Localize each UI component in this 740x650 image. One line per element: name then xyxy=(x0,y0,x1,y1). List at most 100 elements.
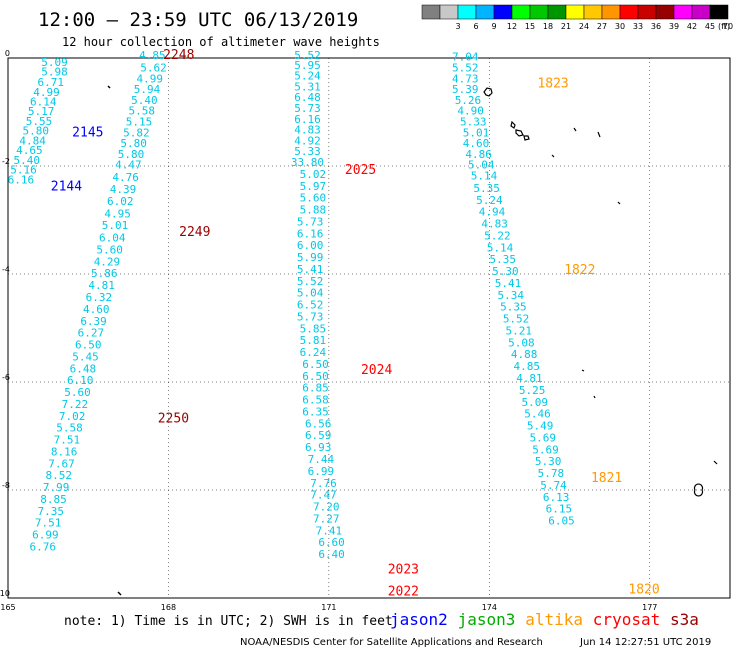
wave-height-value: 6.60 xyxy=(318,536,345,549)
colorbar-label: 24 xyxy=(579,22,589,31)
wave-height-value: 5.16 xyxy=(10,164,37,177)
wave-height-value: 5.39 xyxy=(452,83,479,96)
wave-height-value: 5.35 xyxy=(473,182,500,195)
wave-height-value: 7.51 xyxy=(35,517,62,530)
wave-height-value: 4.90 xyxy=(457,105,484,118)
gridlines xyxy=(7,57,730,599)
wave-height-value: 4.92 xyxy=(294,134,321,147)
colorbar-label: 39 xyxy=(669,22,679,31)
wave-height-value: 5.09 xyxy=(41,56,68,69)
wave-height-value: 4.86 xyxy=(465,148,492,161)
wave-height-value: 5.40 xyxy=(13,154,40,167)
wave-height-value: 5.73 xyxy=(297,310,324,323)
wave-height-value: 6.48 xyxy=(70,362,97,375)
x-tick-label: 165 xyxy=(0,603,15,612)
wave-height-value: 5.04 xyxy=(468,159,495,172)
wave-height-value: 6.52 xyxy=(297,299,324,312)
wave-height-value: 4.47 xyxy=(115,159,142,172)
wave-height-value: 6.39 xyxy=(80,315,107,328)
wave-height-value: 5.15 xyxy=(126,116,153,129)
wave-height-value: 5.88 xyxy=(300,204,327,217)
colorbar-swatch xyxy=(601,4,621,20)
wave-height-value: 5.74 xyxy=(540,479,567,492)
track-time-label: 1821 xyxy=(591,471,622,486)
y-tick-label: -10 xyxy=(0,589,10,598)
colorbar-label: 9 xyxy=(491,22,496,31)
wave-height-value: 5.46 xyxy=(524,408,551,421)
wave-height-value: 7.20 xyxy=(313,501,340,514)
timestamp-text: Jun 14 12:27:51 UTC 2019 xyxy=(579,637,711,648)
legend-entry: cryosat xyxy=(593,610,660,629)
colorbar-swatch xyxy=(439,4,459,20)
track-time-label: 1823 xyxy=(537,77,568,92)
wave-height-value: 4.39 xyxy=(110,183,137,196)
wave-height-value: 6.58 xyxy=(302,394,329,407)
satellite-legend: jason2 jason3 altika cryosat s3a xyxy=(390,610,699,629)
wave-height-value: 7.99 xyxy=(43,481,70,494)
wave-height-value: 5.40 xyxy=(131,94,158,107)
wave-height-value: 4.95 xyxy=(104,207,131,220)
credit-text: NOAA/NESDIS Center for Satellite Applica… xyxy=(240,637,543,648)
wave-height-value: 5.52 xyxy=(452,62,479,75)
wave-height-value: 4.81 xyxy=(516,372,543,385)
wave-height-value: 4.60 xyxy=(463,137,490,150)
wave-height-value: 5.58 xyxy=(56,422,83,435)
wave-height-value: 5.60 xyxy=(64,386,91,399)
colorbar-label: 33 xyxy=(633,22,643,31)
track-labels: 2145 2144 2248 2249 2250 2025 2024 2023 2022 1823… xyxy=(51,48,660,599)
wave-height-value: 5.02 xyxy=(300,168,327,181)
wave-height-value: 5.35 xyxy=(500,301,527,314)
wave-height-value: 5.45 xyxy=(72,350,99,363)
colorbar-label: 36 xyxy=(651,22,661,31)
wave-height-value: 6.04 xyxy=(99,232,126,245)
wave-height-value: 6.05 xyxy=(548,515,575,528)
wave-height-value: 5.08 xyxy=(508,336,535,349)
wave-height-value: 6.56 xyxy=(305,417,332,430)
wave-height-value: 6.35 xyxy=(302,405,329,418)
wave-height-value: 6.13 xyxy=(543,491,570,504)
colorbar-label: 6 xyxy=(473,22,478,31)
wave-height-value: 5.31 xyxy=(294,80,321,93)
wave-height-value: 5.52 xyxy=(503,313,530,326)
wave-height-value: 6.50 xyxy=(75,339,102,352)
wave-height-value: 5.14 xyxy=(471,170,498,183)
wave-height-value: 5.26 xyxy=(455,94,482,107)
wave-height-value: 5.58 xyxy=(128,105,155,118)
footnote: note: 1) Time is in UTC; 2) SWH is in fe… xyxy=(64,614,393,629)
wave-height-value: 8.52 xyxy=(46,469,73,482)
colorbar-label: 30 xyxy=(615,22,625,31)
wave-height-value: 5.62 xyxy=(140,62,167,75)
colorbar-swatch xyxy=(529,4,549,20)
wave-height-value: 5.55 xyxy=(26,115,53,128)
wave-height-value: 6.24 xyxy=(300,346,327,359)
colorbar-swatch xyxy=(637,4,657,20)
wave-height-value: 5.78 xyxy=(538,467,565,480)
wave-height-value: 7.04 xyxy=(452,51,479,64)
wave-height-value: 5.33 xyxy=(294,145,321,158)
y-tick-label: -2 xyxy=(2,157,10,166)
legend-entry: s3a xyxy=(670,610,699,629)
colorbar-label: 3 xyxy=(455,22,460,31)
track-time-label: 1820 xyxy=(628,583,659,598)
wave-height-value: 5.41 xyxy=(495,277,522,290)
wave-height-value: 4.65 xyxy=(16,144,43,157)
wave-height-value: 4.94 xyxy=(479,206,506,219)
wave-height-value: 5.60 xyxy=(300,192,327,205)
wave-height-value: 5.34 xyxy=(497,289,524,302)
colorbar-label: 12 xyxy=(507,22,517,31)
wave-height-value: 5.60 xyxy=(96,243,123,256)
colorbar-swatch xyxy=(493,4,513,20)
y-axis-ticks: 0 -2 -4 -6 -8 -10 xyxy=(0,49,10,598)
wave-height-value: 5.01 xyxy=(463,126,490,139)
wave-height-value: 6.50 xyxy=(302,370,329,383)
wave-height-value: 5.09 xyxy=(522,396,549,409)
y-tick-label: -4 xyxy=(2,265,10,274)
wave-height-value: 6.16 xyxy=(8,173,35,186)
wave-height-value: 4.60 xyxy=(83,303,110,316)
track-time-label: 2250 xyxy=(158,412,189,427)
wave-height-value: 4.29 xyxy=(94,255,121,268)
wave-height-value: 6.32 xyxy=(86,291,113,304)
wave-height-value: 6.99 xyxy=(308,465,335,478)
colorbar-swatch xyxy=(709,4,729,20)
